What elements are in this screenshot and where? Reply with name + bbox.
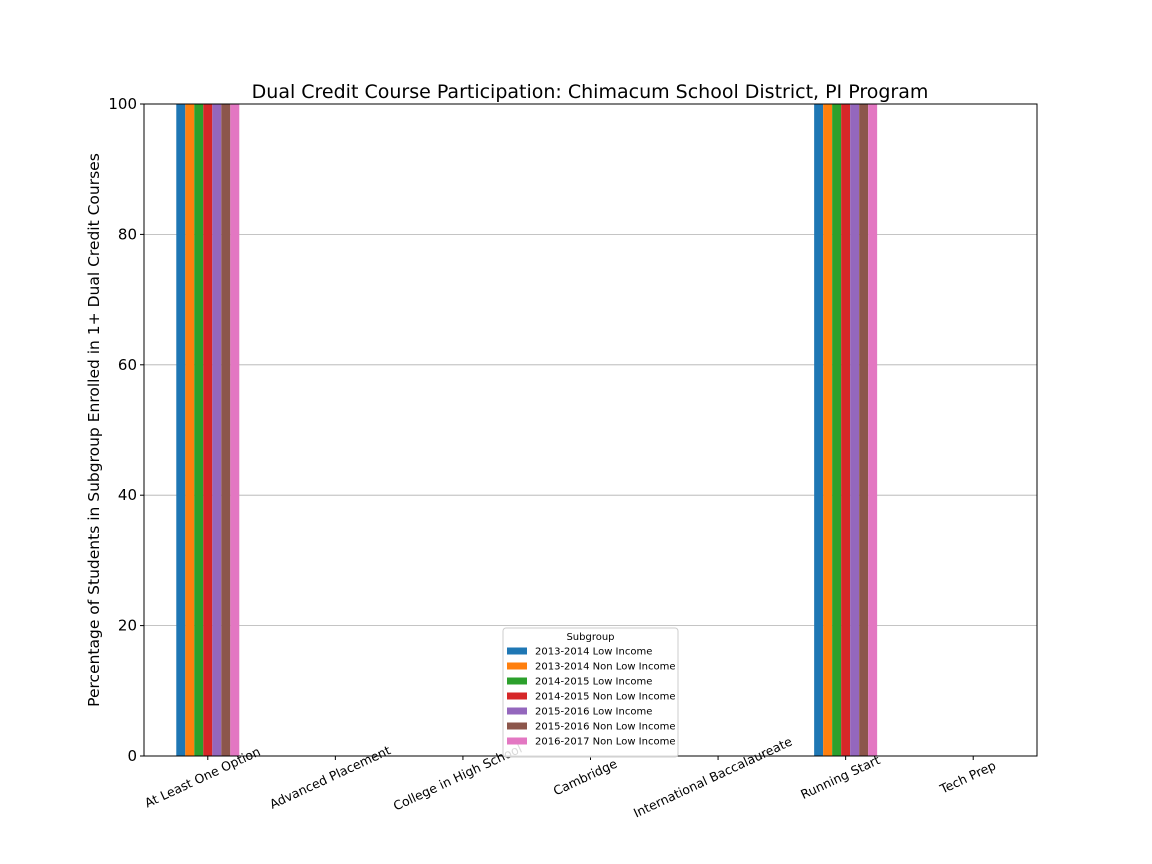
y-tick-label: 80	[118, 225, 137, 243]
bar	[823, 104, 833, 756]
legend-entry: 2013-2014 Low Income	[535, 647, 652, 658]
legend-swatch	[507, 677, 527, 685]
y-axis-label: Percentage of Students in Subgroup Enrol…	[85, 153, 103, 707]
legend-swatch	[507, 662, 527, 670]
y-tick-label: 60	[118, 356, 137, 374]
legend-entry: 2013-2014 Non Low Income	[535, 662, 675, 673]
x-tick-label: Cambridge	[551, 756, 620, 799]
bar	[176, 104, 186, 756]
bar	[194, 104, 204, 756]
y-tick-label: 20	[118, 617, 137, 635]
bars	[176, 104, 878, 756]
legend-title: Subgroup	[566, 632, 614, 643]
bar	[868, 104, 878, 756]
bar	[185, 104, 195, 756]
bar	[841, 104, 851, 756]
bar	[859, 104, 869, 756]
legend-entry: 2014-2015 Low Income	[535, 677, 652, 688]
bar	[832, 104, 842, 756]
bar	[230, 104, 240, 756]
bar	[814, 104, 824, 756]
legend: Subgroup 2013-2014 Low Income 2013-2014 No…	[502, 627, 679, 758]
x-tick-label: Tech Prep	[937, 758, 998, 797]
bar	[212, 104, 222, 756]
legend-entry: 2016-2017 Non Low Income	[535, 737, 675, 748]
y-tick-label: 40	[118, 486, 137, 504]
bar	[203, 104, 213, 756]
legend-entry: 2014-2015 Non Low Income	[535, 692, 675, 703]
legend-entry: 2015-2016 Low Income	[535, 707, 652, 718]
legend-swatch	[507, 722, 527, 730]
x-tick-label: Advanced Placement	[267, 742, 393, 811]
legend-swatch	[507, 737, 527, 745]
legend-swatch	[507, 647, 527, 655]
x-tick-label: Running Start	[798, 752, 882, 802]
y-axis: 0 20 40 60 80 100	[108, 95, 144, 765]
y-tick-label: 100	[108, 95, 137, 113]
bar	[221, 104, 231, 756]
chart-title: Dual Credit Course Participation: Chimac…	[252, 81, 929, 103]
legend-swatch	[507, 692, 527, 700]
legend-swatch	[507, 707, 527, 715]
y-tick-label: 0	[127, 747, 137, 765]
legend-entry: 2015-2016 Non Low Income	[535, 722, 675, 733]
legend-box	[502, 627, 679, 758]
bar	[850, 104, 860, 756]
